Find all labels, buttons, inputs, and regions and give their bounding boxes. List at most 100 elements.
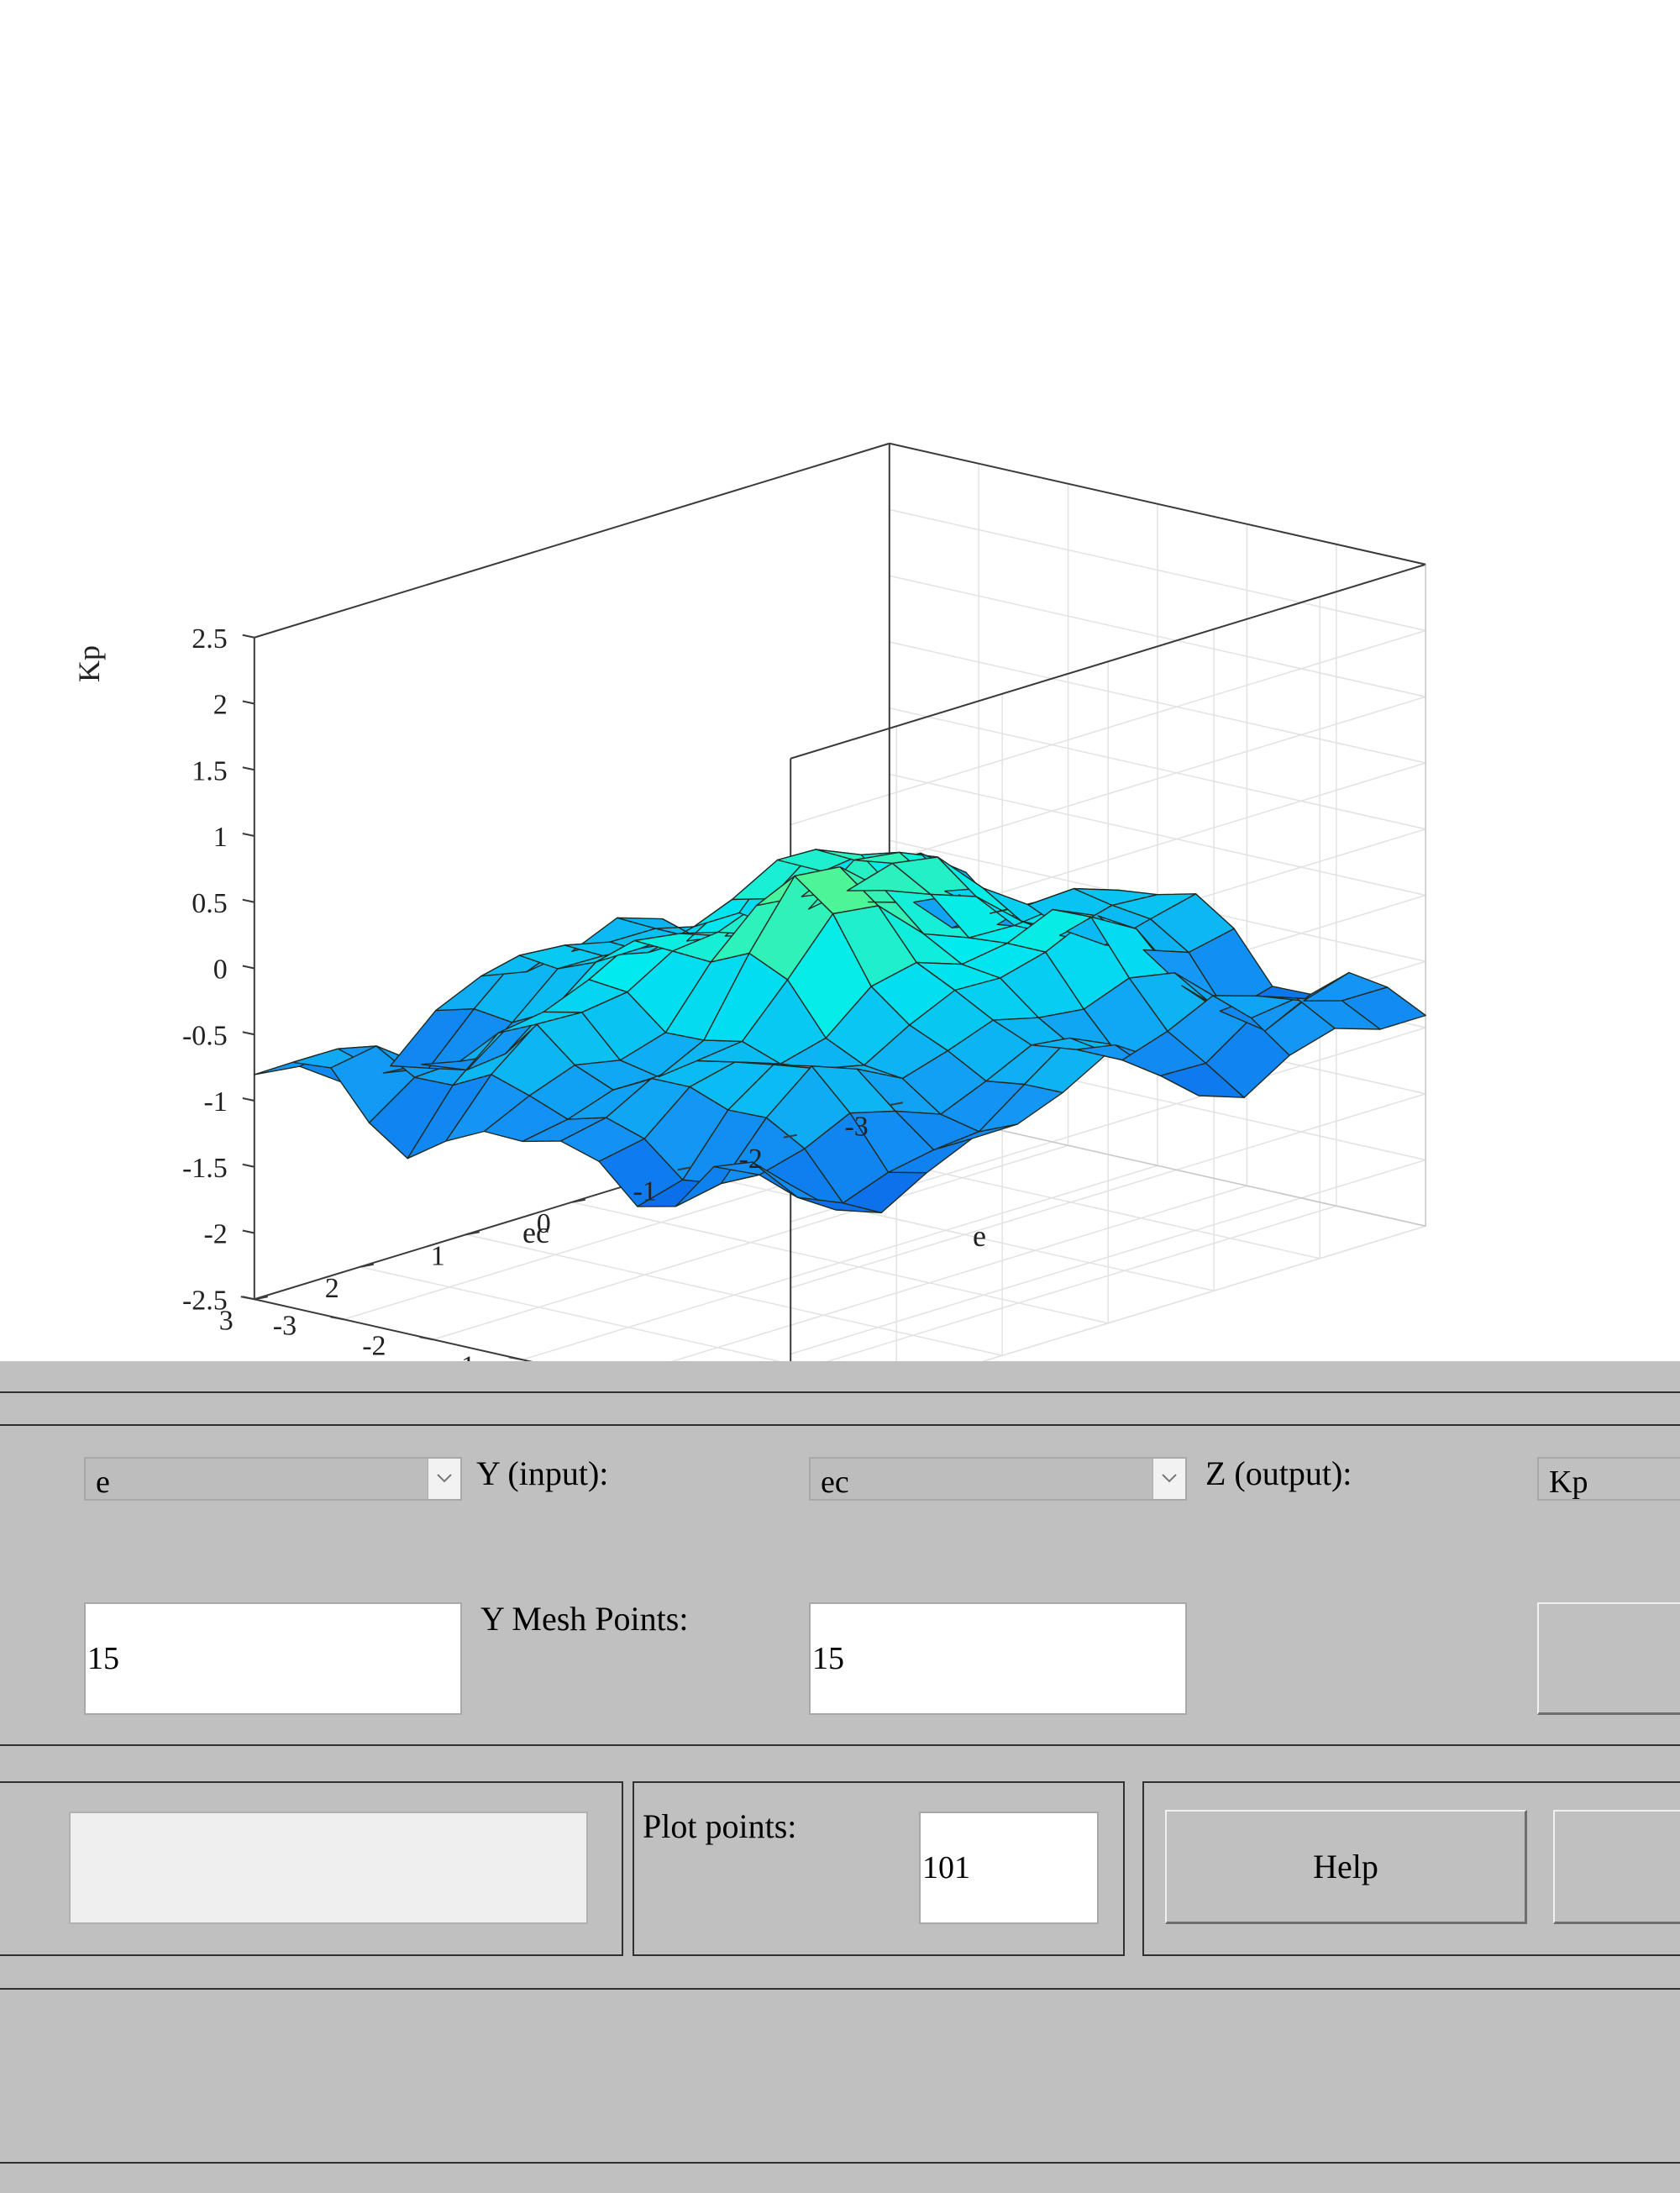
grid-line <box>360 1266 781 1361</box>
z-tick <box>242 965 255 970</box>
axis-line <box>889 442 1426 565</box>
z-tick <box>242 1097 255 1102</box>
chevron-down-icon[interactable] <box>428 1459 460 1499</box>
left-panel <box>0 1781 623 1956</box>
divider <box>0 2162 1680 2164</box>
axis-line <box>254 442 890 639</box>
grid-line <box>889 575 1426 697</box>
plot-points-input[interactable]: 101 <box>919 1812 1099 1924</box>
y-tick <box>571 1198 585 1203</box>
z-tick <box>242 700 255 705</box>
y-input-value: ec <box>821 1465 849 1500</box>
axis-line <box>254 1298 533 1361</box>
z-tick-label: 2 <box>213 690 228 721</box>
y-tick <box>465 1231 480 1236</box>
z-tick <box>242 766 255 771</box>
z-tick <box>242 833 255 837</box>
y-axis-label: ec <box>522 1216 549 1249</box>
grid-line <box>571 1202 1109 1324</box>
y-input-dropdown[interactable]: ec <box>809 1457 1187 1501</box>
x-input-value: e <box>96 1465 110 1500</box>
close-button[interactable] <box>1553 1810 1680 1924</box>
y-mesh-label: Y Mesh Points: <box>480 1600 689 1638</box>
grid-line <box>790 1159 1426 1355</box>
z-axis-label: Kp <box>72 645 106 682</box>
grid-line <box>465 1233 1003 1356</box>
z-tick <box>242 1163 255 1168</box>
y-tick-label: 1 <box>431 1240 445 1271</box>
y-tick-label: 2 <box>325 1273 339 1304</box>
z-output-label: Z (output): <box>1205 1454 1352 1492</box>
x-tick-label: -3 <box>273 1310 297 1341</box>
plot-area: -2.5 -2 -1.5 -1 -0.5 0 0.5 1 1.5 2 2.5 -3 -2 -1 0 1 2 3 -3… <box>0 0 1680 1361</box>
x-mesh-input[interactable]: 15 <box>84 1602 462 1715</box>
z-tick-label: -0.5 <box>182 1020 228 1051</box>
z-output-field: Kp <box>1537 1457 1680 1501</box>
y-tick-label: 3 <box>219 1305 234 1336</box>
x-tick <box>240 1296 255 1301</box>
evaluate-button[interactable] <box>1537 1602 1680 1715</box>
control-panel: e Y (input): ec Z (output): Kp 15 Y Mesh… <box>0 1361 1680 2193</box>
y-mesh-value: 15 <box>812 1641 844 1676</box>
disabled-input <box>69 1812 588 1924</box>
axis-line <box>790 563 1426 760</box>
z-tick-label: -1.5 <box>182 1153 228 1184</box>
y-tick <box>677 1166 691 1171</box>
x-input-dropdown[interactable]: e <box>84 1457 462 1501</box>
x-tick-label: -2 <box>362 1330 386 1361</box>
divider <box>0 1988 1680 1990</box>
y-mesh-input[interactable]: 15 <box>809 1602 1187 1715</box>
y-tick <box>360 1263 374 1268</box>
x-tick <box>330 1316 344 1321</box>
z-tick <box>242 1229 255 1234</box>
surface-plot[interactable]: -2.5 -2 -1.5 -1 -0.5 0 0.5 1 1.5 2 2.5 -3 -2 -1 0 1 2 3 -3… <box>0 0 1680 1361</box>
x-axis-label: e <box>973 1219 986 1253</box>
grid-line <box>254 1298 533 1361</box>
x-tick <box>419 1336 433 1341</box>
grid-line <box>790 1093 1426 1289</box>
surface-patch <box>1341 986 1426 1030</box>
y-tick <box>889 1102 903 1107</box>
x-mesh-value: 15 <box>87 1641 119 1676</box>
grid-line <box>670 1185 1247 1361</box>
z-tick-label: 1.5 <box>192 755 228 786</box>
z-tick <box>242 634 255 639</box>
divider <box>0 1391 1680 1393</box>
y-tick <box>254 1296 268 1301</box>
grid-line <box>889 508 1426 632</box>
grid-line <box>790 629 1426 826</box>
grid-line <box>981 1225 1426 1361</box>
grid-line <box>889 707 1426 830</box>
divider <box>0 1424 1680 1426</box>
y-tick-label: -3 <box>844 1111 868 1142</box>
y-tick-label: 0 <box>537 1208 551 1239</box>
plot-points-panel: Plot points: 101 <box>633 1781 1125 1956</box>
y-input-label: Y (input): <box>476 1454 609 1492</box>
y-tick-label: -2 <box>738 1144 762 1175</box>
y-tick <box>783 1133 797 1139</box>
x-tick-label: -1 <box>452 1350 475 1361</box>
z-tick-label: 1 <box>213 822 228 853</box>
plot-points-value: 101 <box>922 1850 970 1885</box>
z-tick-label: -2 <box>203 1219 227 1250</box>
plot-points-label: Plot points: <box>643 1807 797 1845</box>
divider <box>0 1744 1680 1746</box>
z-tick-label: -2.5 <box>182 1285 228 1316</box>
chevron-down-icon[interactable] <box>1152 1459 1185 1499</box>
z-tick-label: 0 <box>213 955 228 986</box>
z-tick <box>242 898 255 903</box>
x-tick <box>508 1356 523 1361</box>
grid-line <box>889 641 1426 764</box>
buttons-panel: Help <box>1142 1781 1680 1956</box>
z-tick-label: 0.5 <box>192 888 228 919</box>
grid-line <box>889 773 1426 897</box>
y-tick-label: -1 <box>633 1175 656 1207</box>
z-output-value: Kp <box>1549 1465 1588 1500</box>
grid-line <box>826 1205 1337 1361</box>
surface-mesh <box>254 849 1426 1214</box>
z-tick <box>242 1031 255 1036</box>
help-button[interactable]: Help <box>1165 1810 1527 1924</box>
z-tick-label: -1 <box>203 1086 227 1118</box>
grid-line <box>677 1169 1215 1291</box>
tick-labels: -2.5 -2 -1.5 -1 -0.5 0 0.5 1 1.5 2 2.5 -3 -2 -1 0 1 2 3 -3… <box>182 623 903 1361</box>
